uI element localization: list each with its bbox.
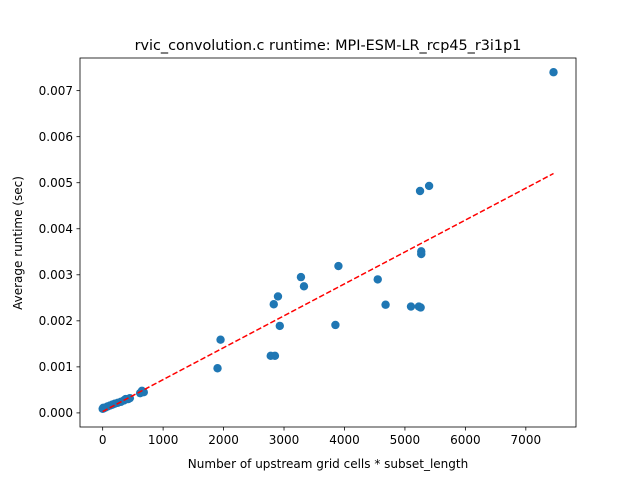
y-tick-label: 0.003: [39, 268, 73, 282]
data-point: [273, 292, 283, 301]
x-axis-label: Number of upstream grid cells * subset_l…: [188, 457, 468, 471]
fit-line: [102, 172, 554, 413]
data-point: [270, 351, 280, 361]
plot-background: [80, 58, 576, 427]
y-tick-label: 0.000: [39, 406, 73, 420]
data-point: [299, 282, 309, 291]
data-point: [415, 186, 425, 196]
data-point: [331, 320, 340, 330]
data-point: [406, 302, 416, 311]
data-point: [417, 249, 426, 259]
y-tick-label: 0.004: [39, 222, 73, 236]
y-axis-label: Average runtime (sec): [11, 176, 25, 310]
data-point: [296, 272, 306, 282]
x-tick-label: 5000: [390, 433, 421, 447]
x-tick-label: 3000: [269, 433, 300, 447]
x-tick-label: 6000: [450, 433, 481, 447]
x-tick-label: 0: [99, 433, 107, 447]
x-tick-label: 7000: [511, 433, 542, 447]
data-point: [334, 261, 343, 271]
data-point: [381, 300, 390, 309]
data-point: [416, 303, 425, 312]
x-tick-label: 4000: [329, 433, 360, 447]
data-point: [275, 321, 284, 331]
fit-line-series: [102, 172, 554, 413]
data-point: [373, 275, 382, 284]
y-tick-label: 0.006: [39, 130, 73, 144]
data-point: [549, 68, 558, 77]
y-tick-label: 0.002: [39, 314, 73, 328]
data-point: [213, 364, 222, 373]
y-tick-label: 0.005: [39, 176, 73, 190]
data-point: [424, 181, 434, 191]
x-tick-label: 1000: [148, 433, 179, 447]
x-axis: 0 1000 2000 3000 4000 5000 6000 7000: [99, 427, 541, 447]
y-tick-label: 0.001: [39, 360, 73, 374]
scatter-series: [98, 68, 558, 413]
plot-frame: [79, 57, 577, 428]
data-point: [269, 300, 278, 309]
x-tick-label: 2000: [208, 433, 239, 447]
data-point: [216, 335, 225, 344]
y-tick-label: 0.007: [39, 84, 73, 98]
y-axis: 0.000 0.001 0.002 0.003 0.004 0.005 0.006 0.007: [39, 84, 80, 420]
plot-area: [79, 57, 577, 428]
chart-title: rvic_convolution.c runtime: MPI-ESM-LR_r…: [135, 38, 522, 54]
